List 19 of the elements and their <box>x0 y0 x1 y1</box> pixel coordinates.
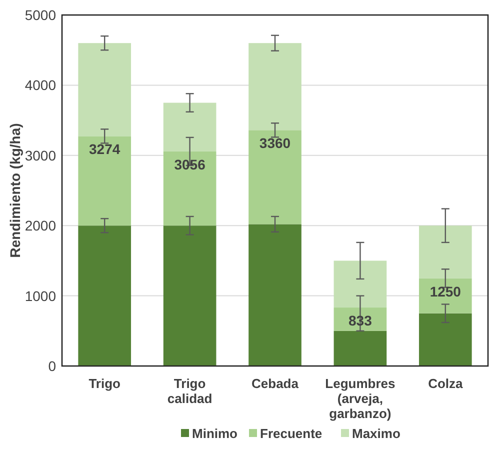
x-tick-label: Colza <box>428 376 464 391</box>
annotation: 1250 <box>430 283 462 300</box>
x-tick-label: Cebada <box>252 376 300 391</box>
y-tick-label: 0 <box>48 358 56 374</box>
y-tick-label: 3000 <box>24 147 56 164</box>
y-tick-label: 2000 <box>24 218 56 234</box>
y-tick-label: 5000 <box>24 7 56 23</box>
y-tick-label: 4000 <box>24 77 56 94</box>
x-tick-label: Trigo calidad <box>167 376 212 406</box>
legend-label: Maximo <box>352 426 400 441</box>
y-tick-label: 1000 <box>24 288 56 304</box>
annotation: 3274 <box>89 141 120 158</box>
annotation: 3056 <box>174 156 206 172</box>
annotation: 3360 <box>259 135 291 152</box>
x-tick-label: Trigo <box>88 376 121 391</box>
legend-label: Frecuente <box>260 426 322 441</box>
x-tick-label: Legumbres (arveja, garbanzo) <box>325 376 396 421</box>
legend-label: Minimo <box>192 426 238 441</box>
y-axis-title: Rendimiento (kg/ha) <box>7 123 23 258</box>
